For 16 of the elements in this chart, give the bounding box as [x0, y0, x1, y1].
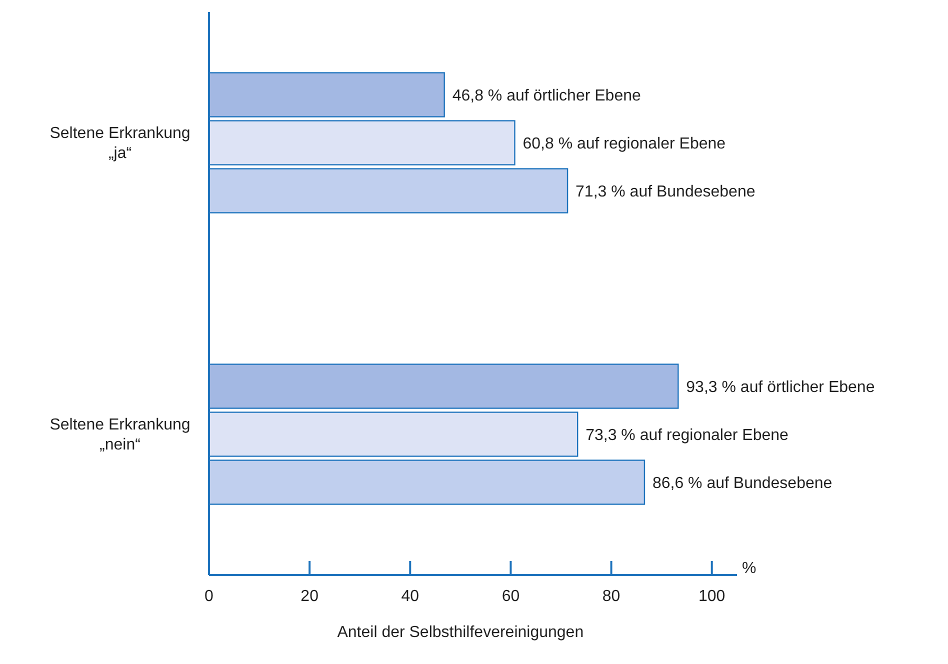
data-label: 60,8 % auf regionaler Ebene [522, 135, 726, 152]
y-tick-label: Seltene Erkrankung „nein“ [50, 416, 190, 454]
x-tick-label: 20 [300, 588, 319, 605]
x-axis-title: Anteil der Selbsthilfevereinigungen [337, 624, 584, 641]
data-label: 73,3 % auf regionaler Ebene [586, 426, 789, 444]
x-tick-label: 0 [204, 588, 214, 605]
data-label: 86,6 % auf Bundesebene [652, 474, 832, 492]
x-tick-label: 100 [698, 588, 726, 605]
data-label: 71,3 % auf Bundesebene [576, 183, 756, 200]
x-tick-label: 60 [502, 588, 520, 605]
data-label: 93,3 % auf örtlicher Ebene [686, 378, 875, 396]
y-tick-label: Seltene Erkrankung „ja“ [50, 124, 190, 162]
x-tick-label: 80 [602, 588, 620, 605]
text: % [742, 560, 756, 577]
x-tick-label: 40 [401, 588, 420, 605]
data-label: 46,8 % auf örtlicher Ebene [452, 87, 641, 104]
